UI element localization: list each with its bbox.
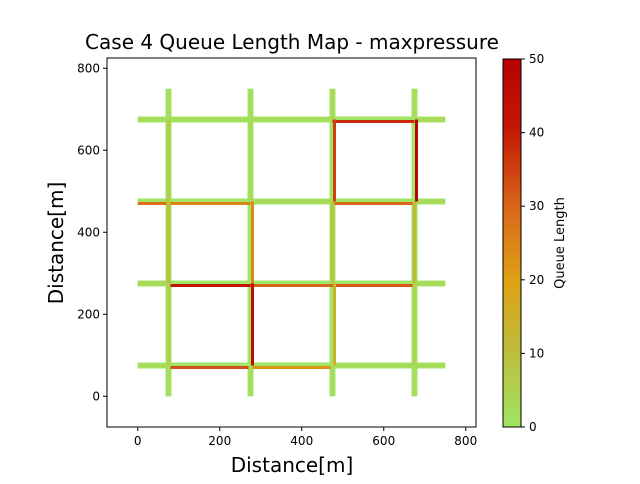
chart-title: Case 4 Queue Length Map - maxpressure (85, 30, 499, 54)
y-tick-label: 200 (77, 307, 100, 321)
x-axis: 0 200 400 600 800 (134, 427, 477, 448)
y-axis-label: Distance[m] (44, 182, 68, 305)
colorbar-tick-label: 50 (529, 52, 544, 66)
y-axis: 0 200 400 600 800 (77, 61, 107, 403)
colorbar-tick-label: 10 (529, 346, 544, 360)
y-tick-label: 800 (77, 61, 100, 75)
road-segments (137, 88, 446, 397)
y-tick-label: 0 (92, 389, 100, 403)
colorbar: 0 10 20 30 40 50 Queue Length (502, 52, 568, 434)
colorbar-tick-label: 20 (529, 273, 544, 287)
x-tick-label: 200 (208, 434, 231, 448)
x-tick-label: 600 (372, 434, 395, 448)
colorbar-tick-label: 30 (529, 199, 544, 213)
y-tick-label: 600 (77, 143, 100, 157)
colorbar-gradient (502, 58, 522, 428)
colorbar-tick-label: 0 (529, 420, 537, 434)
plot-frame (106, 57, 477, 428)
x-axis-label: Distance[m] (231, 453, 354, 477)
y-tick-label: 400 (77, 225, 100, 239)
x-tick-label: 0 (134, 434, 142, 448)
x-tick-label: 400 (290, 434, 313, 448)
x-tick-label: 800 (454, 434, 477, 448)
colorbar-tick-label: 40 (529, 126, 544, 140)
colorbar-ticks: 0 10 20 30 40 50 (521, 52, 544, 434)
colorbar-label: Queue Length (553, 197, 568, 289)
